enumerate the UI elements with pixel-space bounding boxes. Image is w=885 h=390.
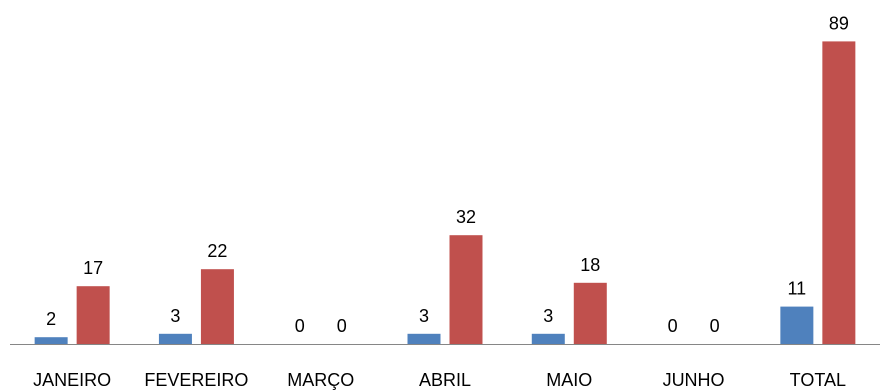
data-label-março-series-2: 0 xyxy=(337,316,347,336)
x-tick-label-fevereiro: FEVEREIRO xyxy=(144,370,248,390)
bar-janeiro-series-1 xyxy=(34,337,68,344)
data-label-janeiro-series-1: 2 xyxy=(46,309,56,329)
x-tick-label-total: TOTAL xyxy=(790,370,846,390)
bar-total-series-2 xyxy=(822,41,856,345)
x-tick-label-março: MARÇO xyxy=(287,370,354,390)
bar-total-series-1 xyxy=(780,306,814,344)
bar-maio-series-2 xyxy=(573,282,607,344)
bar-abril-series-1 xyxy=(407,333,441,344)
x-tick-label-janeiro: JANEIRO xyxy=(33,370,111,390)
data-label-fevereiro-series-1: 3 xyxy=(170,306,180,326)
bar-fevereiro-series-2 xyxy=(200,269,234,344)
data-label-maio-series-1: 3 xyxy=(543,306,553,326)
category-labels-group: JANEIRO FEVEREIRO MARÇO ABRIL MAIO JUNHO TOTAL xyxy=(33,370,846,390)
bar-maio-series-1 xyxy=(531,333,565,344)
bar-janeiro-series-2 xyxy=(76,286,110,344)
data-label-total-series-1: 11 xyxy=(788,279,807,299)
bars-group xyxy=(34,41,856,345)
data-label-março-series-1: 0 xyxy=(295,316,305,336)
bar-abril-series-2 xyxy=(449,235,483,344)
x-tick-label-junho: JUNHO xyxy=(663,370,725,390)
data-label-abril-series-2: 32 xyxy=(456,207,476,227)
data-label-maio-series-2: 18 xyxy=(580,255,600,275)
data-label-fevereiro-series-2: 22 xyxy=(207,241,227,261)
value-labels-group: 2 17 3 22 0 0 3 32 3 18 0 0 11 89 xyxy=(46,13,849,336)
data-label-junho-series-2: 0 xyxy=(710,316,720,336)
bar-fevereiro-series-1 xyxy=(158,333,192,344)
x-tick-label-maio: MAIO xyxy=(546,370,592,390)
data-label-janeiro-series-2: 17 xyxy=(83,258,103,278)
data-label-total-series-2: 89 xyxy=(829,13,849,33)
x-tick-label-abril: ABRIL xyxy=(419,370,471,390)
data-label-abril-series-1: 3 xyxy=(419,306,429,326)
data-label-junho-series-1: 0 xyxy=(668,316,678,336)
